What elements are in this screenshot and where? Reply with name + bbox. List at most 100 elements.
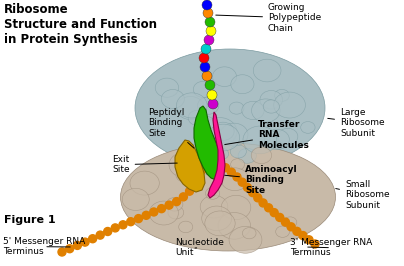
Text: Figure 1: Figure 1 [4, 215, 56, 225]
Circle shape [127, 218, 135, 226]
Circle shape [135, 215, 143, 223]
Ellipse shape [265, 129, 289, 149]
Ellipse shape [231, 159, 244, 170]
Ellipse shape [205, 188, 220, 199]
Ellipse shape [229, 102, 244, 114]
Ellipse shape [221, 195, 251, 220]
Ellipse shape [221, 168, 249, 190]
Ellipse shape [120, 143, 335, 251]
Ellipse shape [242, 228, 256, 239]
Circle shape [293, 227, 301, 235]
Circle shape [201, 44, 211, 54]
Circle shape [66, 245, 74, 253]
Ellipse shape [284, 217, 297, 228]
Ellipse shape [276, 226, 290, 237]
Circle shape [208, 99, 218, 109]
Text: Large
Ribosome
Subunit: Large Ribosome Subunit [328, 108, 385, 138]
Circle shape [208, 158, 217, 166]
Ellipse shape [169, 152, 200, 177]
Ellipse shape [253, 59, 281, 82]
Ellipse shape [229, 226, 262, 253]
Circle shape [158, 205, 166, 213]
Circle shape [205, 17, 215, 27]
Circle shape [207, 90, 217, 100]
Circle shape [201, 158, 209, 166]
Ellipse shape [179, 221, 193, 233]
Ellipse shape [122, 188, 149, 210]
Circle shape [305, 236, 313, 244]
Ellipse shape [185, 144, 203, 159]
Ellipse shape [220, 123, 248, 146]
Circle shape [119, 221, 127, 229]
Circle shape [259, 199, 267, 207]
Circle shape [204, 35, 214, 45]
Text: Nucleotide
Unit: Nucleotide Unit [175, 238, 224, 257]
Ellipse shape [202, 206, 231, 231]
Ellipse shape [176, 169, 191, 182]
Ellipse shape [194, 81, 213, 97]
Circle shape [58, 248, 66, 256]
Ellipse shape [274, 92, 305, 118]
Text: Exit
Site: Exit Site [112, 155, 177, 174]
Ellipse shape [275, 89, 289, 101]
Circle shape [165, 201, 173, 209]
Ellipse shape [301, 122, 315, 133]
Ellipse shape [135, 49, 325, 167]
Ellipse shape [166, 197, 183, 211]
Circle shape [150, 208, 158, 216]
Ellipse shape [194, 116, 215, 134]
Ellipse shape [202, 118, 237, 146]
Ellipse shape [251, 147, 271, 164]
Ellipse shape [252, 99, 280, 122]
Ellipse shape [198, 97, 219, 114]
Ellipse shape [238, 148, 256, 163]
Circle shape [202, 71, 212, 81]
Circle shape [185, 187, 194, 195]
Circle shape [243, 183, 251, 192]
Circle shape [111, 224, 119, 232]
Ellipse shape [207, 124, 240, 151]
Ellipse shape [188, 110, 206, 125]
Ellipse shape [200, 196, 228, 218]
Text: Aminoacyl
Binding
Site: Aminoacyl Binding Site [225, 165, 298, 195]
Circle shape [311, 240, 319, 248]
Ellipse shape [215, 148, 229, 159]
Circle shape [195, 173, 203, 181]
Polygon shape [208, 112, 225, 198]
Circle shape [265, 204, 273, 212]
Circle shape [191, 181, 199, 189]
Circle shape [287, 223, 295, 231]
Polygon shape [194, 106, 223, 180]
Ellipse shape [149, 201, 179, 225]
Text: Peptidyl
Binding
Site: Peptidyl Binding Site [148, 108, 194, 148]
Circle shape [227, 168, 236, 176]
Ellipse shape [243, 126, 277, 154]
Polygon shape [175, 140, 205, 192]
Text: 5' Messenger RNA
Terminus: 5' Messenger RNA Terminus [3, 237, 85, 256]
Circle shape [198, 166, 206, 174]
Ellipse shape [161, 90, 184, 109]
Circle shape [299, 232, 307, 240]
Circle shape [215, 160, 223, 168]
Circle shape [221, 164, 229, 172]
Ellipse shape [204, 153, 224, 169]
Circle shape [173, 198, 181, 206]
Ellipse shape [177, 93, 207, 118]
Circle shape [202, 0, 212, 10]
Ellipse shape [200, 156, 224, 176]
Circle shape [96, 231, 104, 239]
Text: Small
Ribosome
Subunit: Small Ribosome Subunit [336, 180, 389, 210]
Circle shape [254, 194, 262, 202]
Circle shape [206, 26, 216, 36]
Circle shape [200, 62, 210, 72]
Ellipse shape [230, 145, 246, 158]
Circle shape [205, 80, 215, 90]
Ellipse shape [242, 101, 264, 119]
Circle shape [199, 53, 209, 63]
Circle shape [179, 193, 187, 201]
Circle shape [142, 211, 150, 219]
Circle shape [282, 218, 289, 226]
Text: Ribosome
Structure and Function
in Protein Synthesis: Ribosome Structure and Function in Prote… [4, 3, 157, 46]
Circle shape [74, 242, 81, 250]
Text: Transfer
RNA
Molecules: Transfer RNA Molecules [225, 120, 309, 150]
